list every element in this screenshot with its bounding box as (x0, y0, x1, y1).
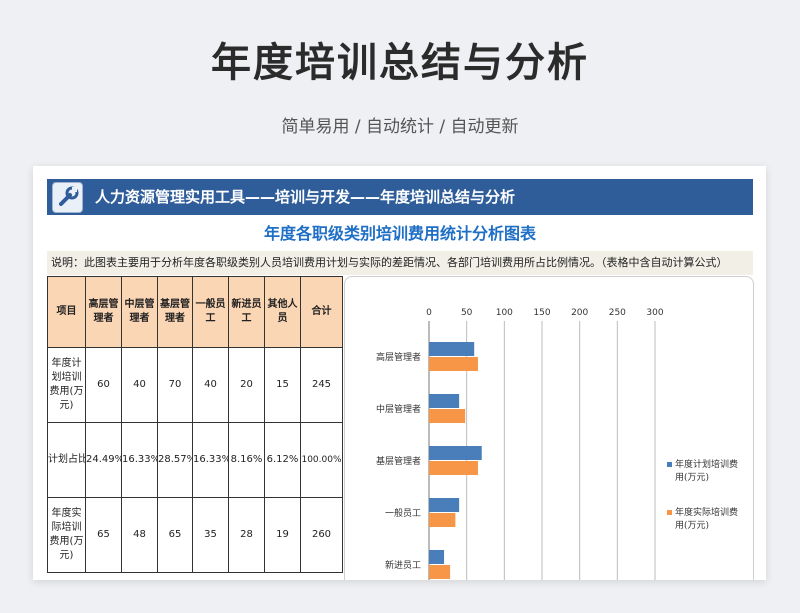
table-row: 年度实际培训费用(万元) 65 48 65 35 28 19 260 (47, 497, 343, 573)
category-label: 一般员工 (385, 507, 421, 519)
table-cell[interactable]: 28.57% (157, 422, 193, 498)
table-cell[interactable]: 16.33% (192, 422, 229, 498)
x-tick-label: 250 (609, 308, 626, 318)
table-cell[interactable]: 100.00% (300, 422, 343, 498)
table-cell[interactable]: 60 (85, 347, 122, 423)
table-cell[interactable]: 计划占比 (47, 422, 86, 498)
table-cell[interactable]: 6.12% (264, 422, 301, 498)
table-cell[interactable]: 65 (85, 497, 122, 573)
table-cell[interactable]: 40 (192, 347, 229, 423)
table-row: 计划占比 24.49% 16.33% 28.57% 16.33% 8.16% 6… (47, 422, 343, 498)
table-cell[interactable]: 20 (228, 347, 265, 423)
table-cell[interactable]: 年度实际培训费用(万元) (47, 497, 86, 573)
x-tick-label: 0 (426, 308, 432, 318)
bar (429, 446, 482, 460)
table-cell[interactable]: 40 (121, 347, 158, 423)
page-subtitle: 简单易用 / 自动统计 / 自动更新 (281, 117, 519, 137)
legend-swatch (667, 510, 672, 515)
table-row: 年度计划培训费用(万元) 60 40 70 40 20 15 245 (47, 347, 343, 423)
description-text: 说明：此图表主要用于分析年度各职级类别人员培训费用计划与实际的差距情况、各部门培… (47, 251, 753, 275)
bar-chart[interactable]: 0 50 100 150 200 250 300 高层管理者中层管理者基层管理者一般员工新进员… (344, 276, 754, 580)
table-cell[interactable]: 15 (264, 347, 301, 423)
header-cell[interactable]: 合计 (300, 276, 343, 348)
bar (429, 461, 478, 475)
category-label: 基层管理者 (376, 455, 421, 467)
bar (429, 513, 456, 527)
table-cell[interactable]: 65 (157, 497, 193, 573)
header-cell[interactable]: 中层管理者 (121, 276, 158, 348)
table-cell[interactable]: 19 (264, 497, 301, 573)
page-title: 年度培训总结与分析 (211, 40, 589, 86)
category-label: 高层管理者 (376, 351, 421, 363)
header-cell[interactable]: 新进员工 (228, 276, 265, 348)
table-cell[interactable]: 35 (192, 497, 229, 573)
table-cell[interactable]: 245 (300, 347, 343, 423)
bar (429, 394, 460, 408)
bar (429, 550, 445, 564)
legend-swatch (667, 462, 672, 467)
chart-canvas: 0 50 100 150 200 250 300 高层管理者中层管理者基层管理者一般员工新进员… (376, 308, 738, 580)
table-cell[interactable]: 260 (300, 497, 343, 573)
header-cell[interactable]: 基层管理者 (157, 276, 193, 348)
wrench-icon (52, 182, 83, 213)
table-cell[interactable]: 年度计划培训费用(万元) (47, 347, 86, 423)
bar (429, 498, 460, 512)
bar (429, 565, 451, 579)
x-tick-label: 200 (571, 308, 588, 318)
legend-label: 年度实际培训费 (675, 506, 738, 518)
bar (429, 342, 475, 356)
spreadsheet-card: 人力资源管理实用工具——培训与开发——年度培训总结与分析 年度各职级类别培训费用… (33, 166, 766, 580)
legend-label: 用(万元) (675, 472, 709, 483)
table-cell[interactable]: 48 (121, 497, 158, 573)
table-cell[interactable]: 70 (157, 347, 193, 423)
bar (429, 357, 478, 371)
header-cell[interactable]: 一般员工 (192, 276, 229, 348)
cost-table: 项目 高层管理者 中层管理者 基层管理者 一般员工 新进员工 其他人员 合计 年… (47, 276, 343, 573)
table-cell[interactable]: 8.16% (228, 422, 265, 498)
bar (429, 409, 466, 423)
legend-label: 年度计划培训费 (675, 458, 738, 470)
table-cell[interactable]: 28 (228, 497, 265, 573)
header-cell[interactable]: 高层管理者 (85, 276, 122, 348)
x-tick-label: 150 (533, 308, 550, 318)
category-label: 新进员工 (385, 559, 421, 571)
header-cell[interactable]: 项目 (47, 276, 86, 348)
x-tick-label: 300 (646, 308, 663, 318)
category-label: 中层管理者 (376, 403, 421, 415)
x-tick-label: 100 (496, 308, 513, 318)
table-cell[interactable]: 16.33% (121, 422, 158, 498)
table-cell[interactable]: 24.49% (85, 422, 122, 498)
chart-heading: 年度各职级类别培训费用统计分析图表 (263, 224, 536, 243)
table-header-row: 项目 高层管理者 中层管理者 基层管理者 一般员工 新进员工 其他人员 合计 (47, 276, 343, 348)
header-cell[interactable]: 其他人员 (264, 276, 301, 348)
tool-banner: 人力资源管理实用工具——培训与开发——年度培训总结与分析 (47, 179, 753, 215)
legend-label: 用(万元) (675, 520, 709, 531)
x-tick-label: 50 (461, 308, 473, 318)
banner-title: 人力资源管理实用工具——培训与开发——年度培训总结与分析 (95, 188, 516, 206)
